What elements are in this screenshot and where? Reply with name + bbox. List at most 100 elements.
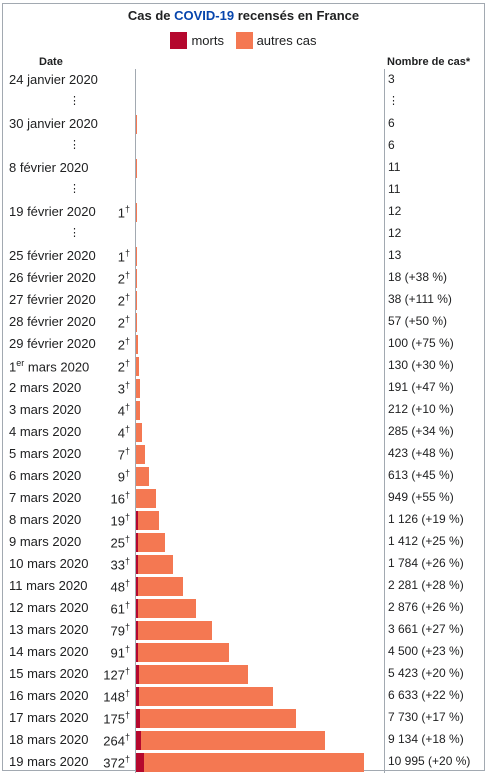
deaths-label: 2† (117, 292, 130, 309)
deaths-label: 1† (117, 248, 130, 265)
bar-track (135, 355, 385, 377)
cases-label: 191 (+47 %) (388, 380, 454, 394)
bar-segment-deaths (136, 665, 139, 684)
column-header-date: Date (39, 56, 63, 68)
chart-row: 18 mars 2020 264† 9 134 (+18 %) (3, 729, 484, 751)
deaths-label: 148† (103, 688, 130, 705)
bar-segment-other (136, 467, 149, 486)
bar (136, 753, 364, 772)
dagger-icon: † (124, 402, 130, 412)
date-label: 24 janvier 2020 (9, 72, 98, 87)
cases-label: 1 412 (+25 %) (388, 534, 464, 548)
dagger-icon: † (124, 666, 130, 676)
bar-track (135, 289, 385, 311)
chart-row: 7 mars 2020 16† 949 (+55 %) (3, 487, 484, 509)
bar-segment-other (138, 533, 166, 552)
bar-track (135, 157, 385, 179)
bar-track (135, 509, 385, 531)
bar (136, 511, 160, 530)
chart-row: 17 mars 2020 175† 7 730 (+17 %) (3, 707, 484, 729)
chart-row: 5 mars 2020 7† 423 (+48 %) (3, 443, 484, 465)
date-label: 19 mars 2020 (9, 754, 89, 769)
date-label: 13 mars 2020 (9, 622, 89, 637)
chart-row: 28 février 2020 2† 57 (+50 %) (3, 311, 484, 333)
bar-segment-deaths (136, 577, 138, 596)
bar-segment-other (138, 577, 184, 596)
bar-segment-other (138, 665, 249, 684)
bar (136, 599, 196, 618)
bar-segment-other (136, 291, 137, 310)
cases-label: 6 633 (+22 %) (388, 688, 464, 702)
date-label: 8 mars 2020 (9, 512, 82, 527)
bar-segment-other (139, 709, 297, 728)
deaths-label: 372† (103, 754, 130, 771)
deaths-label: 2† (117, 336, 130, 353)
bar-track (135, 267, 385, 289)
cases-label: 5 423 (+20 %) (388, 666, 464, 680)
bar-track (135, 399, 385, 421)
bar-segment-other (138, 643, 230, 662)
cases-label: 130 (+30 %) (388, 358, 454, 372)
cases-label: 4 500 (+23 %) (388, 644, 464, 658)
bar-track (135, 597, 385, 619)
column-header-cases: Nombre de cas* (387, 56, 471, 68)
dagger-icon: † (124, 732, 130, 742)
bar (136, 621, 212, 640)
dagger-icon: † (124, 424, 130, 434)
chart-row: 10 mars 2020 33† 1 784 (+26 %) (3, 553, 484, 575)
bar-track (135, 69, 385, 91)
deaths-label: 16† (110, 490, 130, 507)
bar (136, 357, 139, 376)
bar-segment-deaths (136, 555, 138, 574)
cases-label: 12 (388, 226, 402, 240)
dagger-icon: † (124, 358, 130, 368)
bar (136, 313, 138, 332)
bar-segment-deaths (136, 709, 140, 728)
bar-segment-other (136, 313, 138, 332)
bar (136, 291, 137, 310)
chart-row: 27 février 2020 2† 38 (+111 %) (3, 289, 484, 311)
bar-track (135, 179, 385, 201)
deaths-label: 2† (117, 314, 130, 331)
deaths-label: 4† (117, 402, 130, 419)
bar (136, 335, 139, 354)
chart-row: 2 mars 2020 3† 191 (+47 %) (3, 377, 484, 399)
dagger-icon: † (124, 204, 130, 214)
cases-label: 57 (+50 %) (388, 314, 448, 328)
chart-row: 14 mars 2020 91† 4 500 (+23 %) (3, 641, 484, 663)
bar-segment-other (136, 335, 139, 354)
dagger-icon: † (124, 292, 130, 302)
deaths-label: 91† (110, 644, 130, 661)
bar-segment-other (138, 511, 160, 530)
date-label: 17 mars 2020 (9, 710, 89, 725)
deaths-label: 9† (117, 468, 130, 485)
chart-row: 9 mars 2020 25† 1 412 (+25 %) (3, 531, 484, 553)
bar-segment-other (136, 357, 139, 376)
chart-row: 25 février 2020 1† 13 (3, 245, 484, 267)
dagger-icon: † (124, 468, 130, 478)
date-label: 26 février 2020 (9, 270, 96, 285)
date-label: 16 mars 2020 (9, 688, 89, 703)
cases-label: 212 (+10 %) (388, 402, 454, 416)
title-suffix: recensés en France (234, 8, 360, 23)
bar (136, 687, 274, 706)
deaths-label: 264† (103, 732, 130, 749)
covid-19-link[interactable]: COVID-19 (174, 8, 235, 23)
bar (136, 467, 149, 486)
cases-label: 12 (388, 204, 402, 218)
chart-title: Cas de COVID-19 recensés en France (3, 8, 484, 23)
bar-track (135, 751, 385, 773)
bar (136, 577, 184, 596)
date-label: 19 février 2020 (9, 204, 96, 219)
deaths-label: 7† (117, 446, 130, 463)
ellipsis-marker: ⋮ (69, 139, 80, 151)
bar-track (135, 641, 385, 663)
bar-track (135, 333, 385, 355)
date-label: 28 février 2020 (9, 314, 96, 329)
cases-label: 13 (388, 248, 402, 262)
dagger-icon: † (124, 688, 130, 698)
chart-row: 16 mars 2020 148† 6 633 (+22 %) (3, 685, 484, 707)
bar-segment-other (136, 445, 145, 464)
cases-label: 1 126 (+19 %) (388, 512, 464, 526)
deaths-label: 61† (110, 600, 130, 617)
